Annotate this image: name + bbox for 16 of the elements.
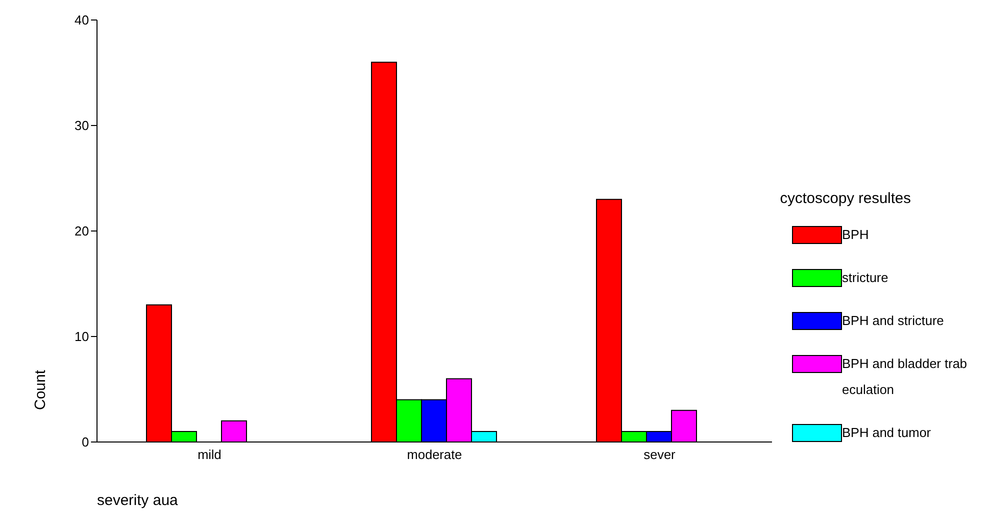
x-tick-label: mild [198,447,222,462]
x-tick-label: sever [644,447,676,462]
legend-label: BPH and bladder trabeculation [842,355,968,399]
x-axis-title: severity aua [97,492,178,509]
y-tick-label: 40 [74,12,89,28]
y-axis-title: Count [32,370,49,410]
y-tick-label: 20 [74,224,89,239]
x-tick-label: moderate [407,447,462,462]
legend-label: BPH [842,226,869,244]
y-tick-label: 0 [82,434,89,450]
y-tick-label: 10 [74,329,89,344]
legend-label: BPH and tumor [842,424,931,442]
legend-label: stricture [842,269,888,287]
legend-title: cyctoscopy resultes [780,190,911,207]
y-tick-label: 30 [74,118,89,134]
legend-label: BPH and stricture [842,312,944,330]
